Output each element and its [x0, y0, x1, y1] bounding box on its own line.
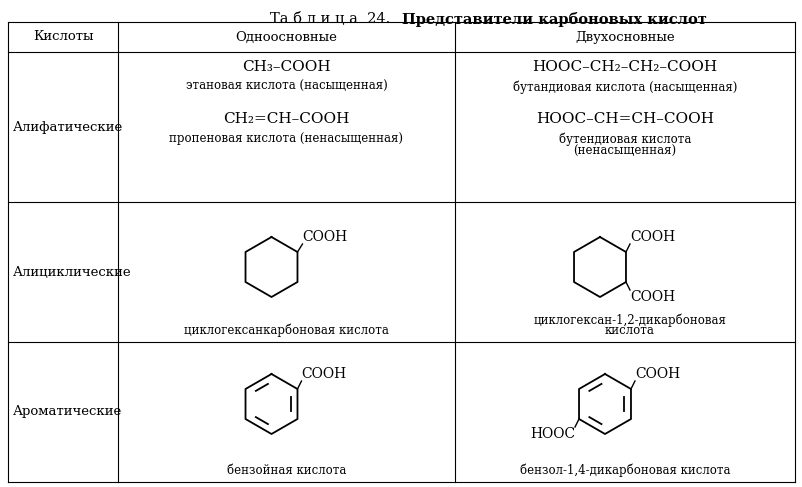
Text: COOH: COOH	[634, 367, 679, 381]
Text: бензол-1,4-дикарбоновая кислота: бензол-1,4-дикарбоновая кислота	[519, 464, 729, 477]
Text: пропеновая кислота (ненасыщенная): пропеновая кислота (ненасыщенная)	[169, 132, 403, 145]
Text: Та б л и ц а  24.: Та б л и ц а 24.	[270, 12, 399, 26]
Text: COOH: COOH	[301, 367, 346, 381]
Text: Ароматические: Ароматические	[13, 406, 122, 418]
Text: COOH: COOH	[630, 230, 674, 244]
Text: HOOC: HOOC	[529, 427, 574, 441]
Text: Алициклические: Алициклические	[13, 265, 132, 279]
Text: Одноосновные: Одноосновные	[235, 31, 337, 43]
Text: HOOC–CH₂–CH₂–COOH: HOOC–CH₂–CH₂–COOH	[532, 60, 717, 74]
Text: Двухосновные: Двухосновные	[574, 31, 674, 43]
Text: кислота: кислота	[605, 324, 654, 337]
Text: бензойная кислота: бензойная кислота	[226, 464, 346, 477]
Text: этановая кислота (насыщенная): этановая кислота (насыщенная)	[185, 80, 387, 93]
Text: циклогексанкарбоновая кислота: циклогексанкарбоновая кислота	[184, 323, 388, 337]
Text: CH₃–COOH: CH₃–COOH	[242, 60, 330, 74]
Text: Алифатические: Алифатические	[13, 120, 123, 133]
Text: CH₂=CH–COOH: CH₂=CH–COOH	[223, 112, 349, 126]
Text: (ненасыщенная): (ненасыщенная)	[573, 145, 676, 158]
Text: COOH: COOH	[302, 230, 347, 244]
Text: бутандиовая кислота (насыщенная): бутандиовая кислота (насыщенная)	[512, 80, 736, 94]
Text: бутендиовая кислота: бутендиовая кислота	[558, 132, 691, 146]
Text: Представители карбоновых кислот: Представители карбоновых кислот	[402, 12, 706, 27]
Text: Кислоты: Кислоты	[33, 31, 93, 43]
Text: HOOC–CH=CH–COOH: HOOC–CH=CH–COOH	[535, 112, 713, 126]
Text: COOH: COOH	[630, 290, 674, 304]
Text: циклогексан-1,2-дикарбоновая: циклогексан-1,2-дикарбоновая	[533, 314, 726, 327]
